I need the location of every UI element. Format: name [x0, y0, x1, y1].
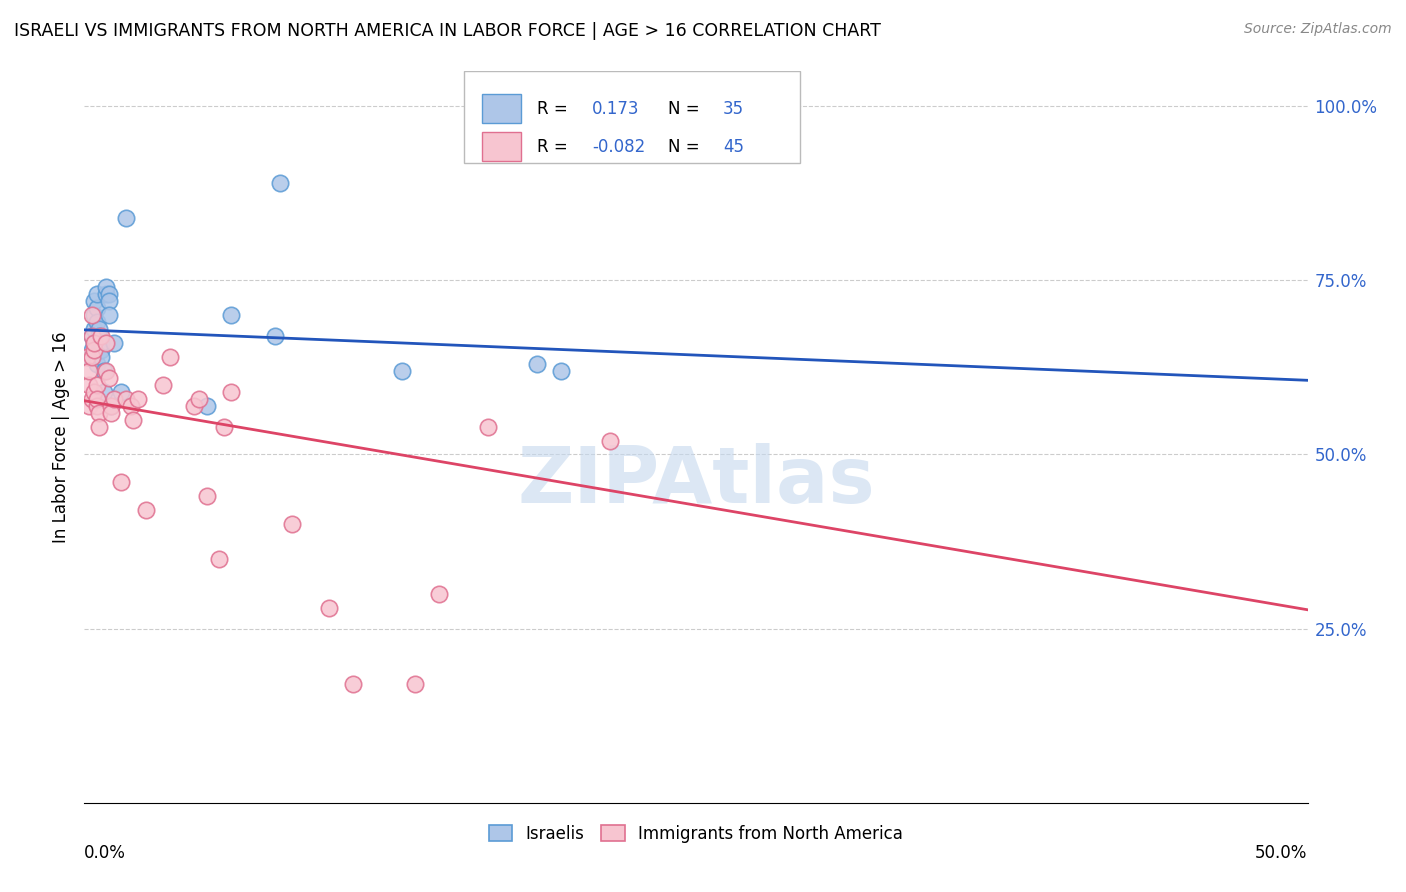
- Point: [97, 294, 120, 309]
- Point: [86, 301, 108, 316]
- Point: [86, 287, 108, 301]
- Point: [599, 434, 621, 448]
- Point: [77, 377, 100, 392]
- Point: [264, 329, 287, 343]
- Point: [110, 384, 132, 399]
- Text: ISRAELI VS IMMIGRANTS FROM NORTH AMERICA IN LABOR FORCE | AGE > 16 CORRELATION C: ISRAELI VS IMMIGRANTS FROM NORTH AMERICA…: [14, 22, 882, 40]
- Point: [624, 99, 647, 113]
- Point: [86, 392, 108, 406]
- Point: [83, 294, 105, 309]
- Bar: [482, 132, 522, 161]
- Point: [77, 350, 100, 364]
- FancyBboxPatch shape: [464, 71, 800, 163]
- Point: [135, 503, 157, 517]
- Point: [96, 280, 118, 294]
- Point: [103, 336, 125, 351]
- Point: [86, 377, 108, 392]
- Point: [100, 399, 122, 413]
- Point: [96, 336, 118, 351]
- Point: [120, 399, 142, 413]
- Point: [477, 419, 499, 434]
- Point: [80, 350, 103, 364]
- Legend: Israelis, Immigrants from North America: Israelis, Immigrants from North America: [482, 818, 910, 849]
- Y-axis label: In Labor Force | Age > 16: In Labor Force | Age > 16: [52, 331, 70, 543]
- Point: [281, 517, 304, 532]
- Point: [86, 357, 108, 371]
- Point: [427, 587, 450, 601]
- Point: [87, 329, 110, 343]
- Point: [86, 399, 108, 413]
- Point: [526, 357, 548, 371]
- Point: [77, 399, 100, 413]
- Point: [550, 364, 572, 378]
- Point: [80, 329, 103, 343]
- Point: [318, 600, 340, 615]
- Point: [404, 677, 426, 691]
- Point: [83, 322, 105, 336]
- Point: [83, 336, 105, 351]
- Point: [96, 364, 118, 378]
- Point: [110, 475, 132, 490]
- Point: [97, 287, 120, 301]
- Point: [87, 406, 110, 420]
- Text: -0.082: -0.082: [592, 137, 645, 155]
- Point: [76, 350, 98, 364]
- Point: [83, 384, 105, 399]
- Text: 0.0%: 0.0%: [84, 845, 127, 863]
- Point: [100, 406, 122, 420]
- Point: [183, 399, 205, 413]
- Point: [90, 343, 112, 357]
- Point: [195, 399, 218, 413]
- Point: [100, 399, 122, 413]
- Point: [86, 315, 108, 329]
- Point: [115, 211, 138, 225]
- Point: [127, 392, 149, 406]
- Text: 45: 45: [723, 137, 744, 155]
- Point: [208, 552, 231, 566]
- Point: [90, 350, 112, 364]
- Point: [90, 336, 112, 351]
- Point: [188, 392, 211, 406]
- Text: N =: N =: [668, 137, 704, 155]
- Point: [90, 329, 112, 343]
- Text: N =: N =: [668, 100, 704, 118]
- Point: [83, 308, 105, 322]
- Text: R =: R =: [537, 100, 574, 118]
- Point: [97, 308, 120, 322]
- Point: [77, 364, 100, 378]
- Point: [195, 489, 218, 503]
- Point: [342, 677, 364, 691]
- Point: [103, 392, 125, 406]
- Text: 50.0%: 50.0%: [1256, 845, 1308, 863]
- Text: 35: 35: [723, 100, 744, 118]
- Bar: [482, 94, 522, 123]
- Point: [122, 412, 145, 426]
- Point: [115, 392, 138, 406]
- Point: [219, 384, 242, 399]
- Text: R =: R =: [537, 137, 574, 155]
- Point: [93, 364, 115, 378]
- Point: [159, 350, 181, 364]
- Point: [96, 287, 118, 301]
- Point: [87, 322, 110, 336]
- Text: ZIPAtlas: ZIPAtlas: [517, 443, 875, 519]
- Text: Source: ZipAtlas.com: Source: ZipAtlas.com: [1244, 22, 1392, 37]
- Point: [212, 419, 235, 434]
- Point: [80, 308, 103, 322]
- Point: [83, 343, 105, 357]
- Point: [80, 343, 103, 357]
- Point: [87, 343, 110, 357]
- Point: [80, 392, 103, 406]
- Point: [83, 336, 105, 351]
- Point: [219, 308, 242, 322]
- Text: 0.173: 0.173: [592, 100, 640, 118]
- Point: [269, 176, 291, 190]
- Point: [152, 377, 174, 392]
- Point: [87, 419, 110, 434]
- Point: [97, 371, 120, 385]
- Point: [80, 329, 103, 343]
- Point: [391, 364, 413, 378]
- Point: [93, 384, 115, 399]
